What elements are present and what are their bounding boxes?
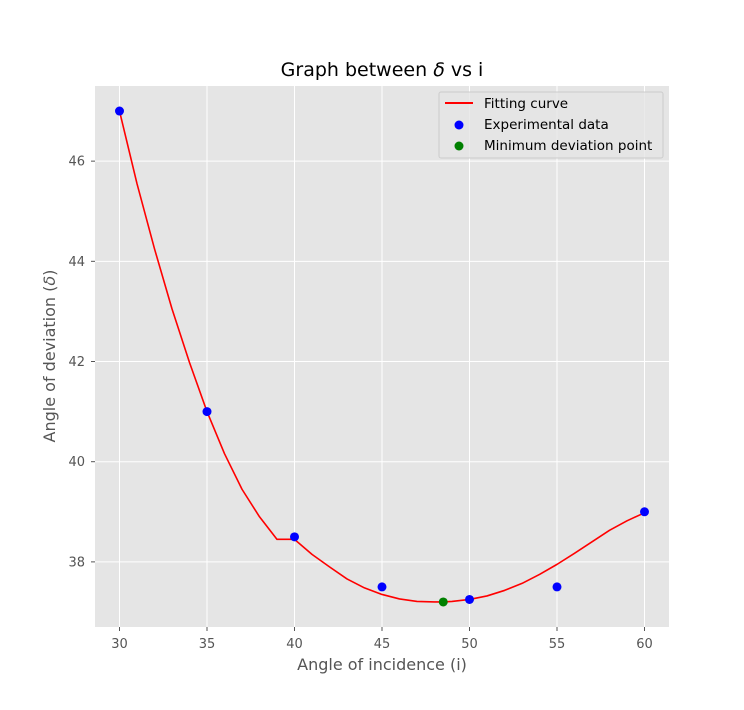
experimental-data-point [115,106,124,116]
experimental-data-point [552,582,562,592]
x-tick-label: 55 [549,637,566,652]
legend-fitting-curve-label: Fitting curve [484,96,568,112]
y-axis-label: Angle of deviation (δ) [40,270,59,443]
fitting-curve-line [118,110,645,603]
x-tick-label: 35 [199,637,216,652]
experimental-data-point [290,532,299,542]
y-tick-label: 44 [68,255,85,270]
series-layer [115,106,649,607]
legend-minimum-deviation-swatch [454,141,464,151]
tick-layer: 30 35 40 45 50 55 60 38 40 42 44 46 [68,155,652,652]
minimum-deviation-point [438,597,448,607]
experimental-data-point [202,407,212,417]
y-tick-label: 40 [68,455,85,470]
x-tick-label: 45 [374,637,391,652]
x-tick-label: 50 [461,637,478,652]
legend-minimum-deviation-label: Minimum deviation point [484,138,652,154]
legend: Fitting curve Experimental data Minimum … [438,91,664,159]
x-tick-label: 60 [636,637,653,652]
y-tick-label: 46 [68,155,85,170]
legend-box [438,91,664,159]
x-tick-label: 30 [111,637,128,652]
experimental-data-point [465,594,474,604]
x-axis-label: Angle of incidence (i) [297,655,467,674]
legend-experimental-data-label: Experimental data [484,117,609,133]
experimental-data-point [640,507,649,517]
grid-layer [95,86,669,627]
chart-title: Graph between δ vs i [281,59,484,81]
experimental-data-point [377,582,387,592]
x-tick-label: 40 [286,637,303,652]
legend-experimental-data-swatch [454,120,464,130]
y-tick-label: 42 [68,355,85,370]
y-tick-label: 38 [68,555,85,570]
